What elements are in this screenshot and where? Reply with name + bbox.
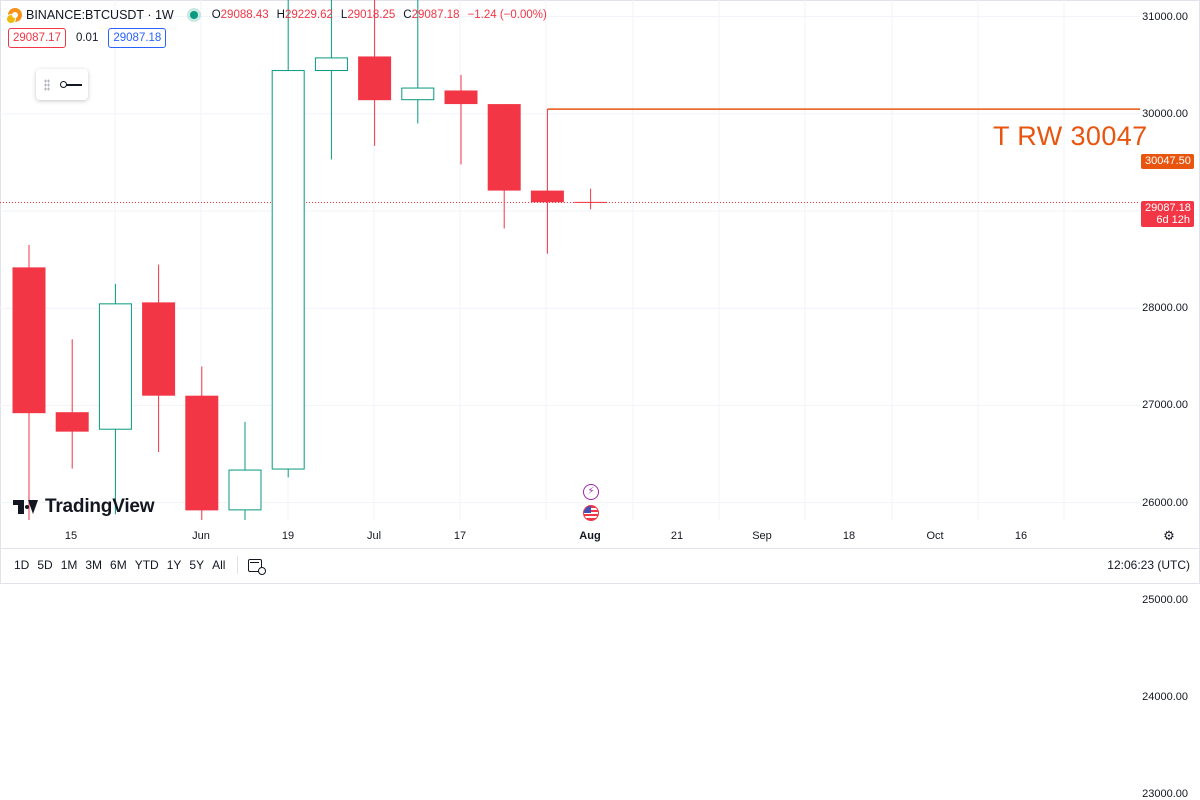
time-axis-label: 17: [453, 530, 467, 542]
drag-handle-icon[interactable]: [44, 78, 50, 91]
close-value: 29087.18: [411, 9, 460, 21]
low-key: L: [340, 9, 348, 21]
brand-name: TradingView: [45, 496, 155, 517]
utc-clock[interactable]: 12:06:23 (UTC): [1107, 558, 1190, 572]
last-price-value: 29087.18: [1145, 202, 1191, 214]
horizontal-ray-icon[interactable]: [60, 80, 82, 88]
tradingview-logo-icon: [13, 500, 39, 514]
high-value: 29229.62: [284, 9, 333, 21]
candle: [228, 421, 262, 520]
candle-body: [55, 412, 89, 432]
candle-body: [228, 469, 262, 511]
candle: [444, 74, 478, 165]
us-flag-icon[interactable]: [583, 505, 599, 521]
candle: [271, 0, 305, 478]
price-axis-label: 25000.00: [1142, 593, 1188, 606]
buy-price-button[interactable]: 29087.18: [108, 28, 167, 48]
candle: [401, 0, 435, 124]
candle: [574, 188, 608, 210]
open-value: 29088.43: [220, 9, 269, 21]
alert-price-badge: 30047.50: [1141, 154, 1194, 169]
date-range-selector: 1D 5D 1M 3M 6M YTD 1Y 5Y All: [10, 558, 229, 572]
range-button-1d[interactable]: 1D: [14, 558, 30, 572]
last-price-badge: 29087.18 6d 12h: [1141, 201, 1194, 227]
price-axis-label: 24000.00: [1142, 691, 1188, 703]
gear-icon[interactable]: ⚙: [1163, 528, 1175, 543]
chart-grid: [0, 0, 1140, 520]
time-axis-label: 15: [64, 530, 78, 542]
price-axis-label: 26000.00: [1142, 496, 1188, 509]
time-axis-label: Sep: [752, 530, 772, 542]
candle-body: [358, 56, 392, 101]
range-button-ytd[interactable]: YTD: [134, 558, 159, 572]
candle-body: [98, 303, 132, 430]
tradingview-logo[interactable]: TradingView: [13, 496, 155, 518]
time-axis[interactable]: 15 Jun 19 Jul 17 Aug 21 Sep 18 Oct 16: [0, 526, 1140, 544]
symbol-label[interactable]: BINANCE:BTCUSDT · 1W: [26, 8, 174, 22]
candles: [12, 0, 608, 520]
candle: [12, 245, 46, 520]
time-axis-label: 18: [842, 530, 856, 542]
floating-drawing-toolbar[interactable]: [36, 69, 88, 100]
price-axis-label: 28000.00: [1142, 302, 1188, 315]
low-value: 29018.25: [347, 9, 396, 21]
bar-countdown: 6d 12h: [1156, 214, 1190, 226]
candle: [142, 264, 176, 453]
time-axis-label: 16: [1014, 530, 1028, 542]
range-button-6m[interactable]: 6M: [110, 558, 127, 572]
time-axis-label: 21: [670, 530, 684, 542]
range-button-5d[interactable]: 5D: [37, 558, 53, 572]
candle: [530, 109, 564, 254]
candle: [314, 0, 348, 160]
time-axis-label: Jun: [192, 530, 210, 542]
chart-annotation-text[interactable]: T RW 30047: [993, 121, 1148, 151]
range-button-1m[interactable]: 1M: [60, 558, 78, 572]
high-key: H: [276, 9, 285, 21]
candle: [185, 366, 219, 520]
candle-body: [12, 267, 46, 414]
candle: [55, 339, 89, 469]
toolbar-divider: [237, 556, 239, 574]
spread-value: 0.01: [75, 32, 99, 44]
candle-body: [401, 87, 435, 101]
market-open-icon[interactable]: [189, 11, 198, 19]
candle-body: [271, 70, 305, 470]
bottom-toolbar: 1D 5D 1M 3M 6M YTD 1Y 5Y All 12:06:23 (UTC): [0, 548, 1200, 581]
ohlc-values: O29088.43 H29229.62 L29018.25 C29087.18 …: [212, 9, 547, 21]
price-axis-label: 30000.00: [1142, 107, 1188, 120]
candle: [358, 0, 392, 146]
change-value: −1.24 (−0.00%): [467, 9, 547, 21]
chart-legend: BINANCE:BTCUSDT · 1W O29088.43 H29229.62…: [6, 6, 547, 24]
sell-price-button[interactable]: 29087.17: [8, 28, 66, 48]
price-axis-label: 27000.00: [1142, 399, 1188, 412]
candle-body: [444, 90, 478, 105]
trade-prices: 29087.17 0.01 29087.18: [8, 28, 167, 48]
open-key: O: [211, 9, 221, 21]
candle: [487, 104, 521, 229]
candle: [98, 283, 132, 515]
time-axis-label: 19: [281, 530, 295, 542]
candle-body: [487, 104, 521, 191]
bitcoin-icon: [6, 8, 22, 24]
flash-icon[interactable]: ⚡: [583, 484, 599, 500]
time-axis-label: Aug: [579, 530, 601, 542]
range-button-5y[interactable]: 5Y: [189, 558, 205, 572]
range-button-all[interactable]: All: [212, 558, 226, 572]
time-axis-label: Jul: [366, 530, 382, 542]
candle-body: [142, 302, 176, 396]
calendar-icon[interactable]: [248, 558, 267, 575]
price-axis-label: 31000.00: [1142, 10, 1188, 23]
close-key: C: [403, 9, 412, 21]
candle-body: [530, 190, 564, 203]
range-button-3m[interactable]: 3M: [85, 558, 103, 572]
price-axis[interactable]: 33000.0032000.0031000.0030000.0028000.00…: [1140, 0, 1198, 800]
range-button-1y[interactable]: 1Y: [166, 558, 182, 572]
candle-body: [314, 57, 348, 72]
price-axis-label: 23000.00: [1142, 788, 1188, 800]
candle-body: [185, 395, 219, 511]
chart-canvas[interactable]: [0, 0, 1140, 520]
time-axis-label: Oct: [926, 530, 944, 542]
